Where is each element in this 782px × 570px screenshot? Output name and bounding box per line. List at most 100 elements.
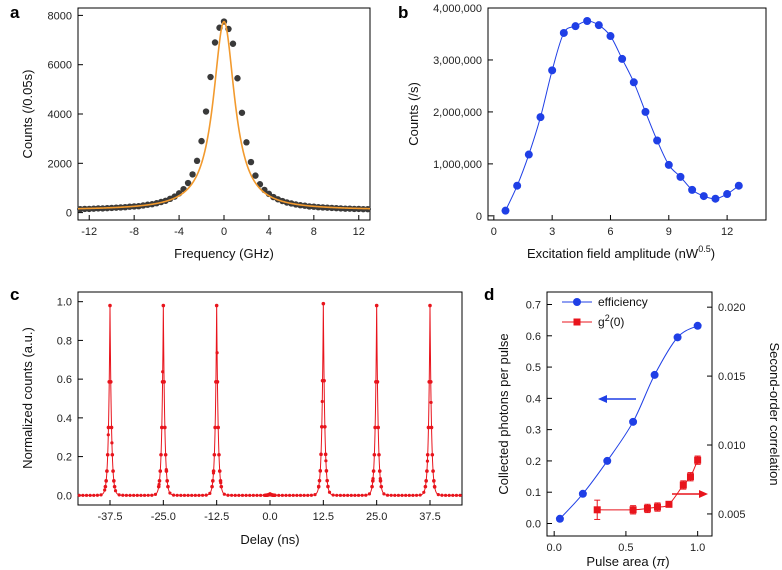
- panel-c-data-point: [364, 493, 368, 497]
- panel-b-xlabel: Excitation field amplitude (nW0.5): [527, 244, 715, 261]
- panel-d-xlabel-main: Pulse area (: [586, 554, 657, 569]
- panel-c-data-point: [139, 493, 143, 497]
- panel-c-peak-point: [211, 479, 215, 483]
- panel-a-data-point: [234, 75, 241, 82]
- panel-d-right-ytick-label: 0.020: [718, 302, 746, 314]
- panel-c-data-point: [135, 493, 139, 497]
- panel-c-peak-point: [319, 424, 324, 429]
- panel-a-ylabel: Counts (/0.05s): [20, 70, 35, 159]
- panel-b-data-point: [536, 113, 545, 122]
- panel-c-data-point: [146, 493, 150, 497]
- panel-c-data-point: [197, 493, 201, 497]
- panel-label-b: b: [398, 3, 408, 22]
- panel-c-data-point: [356, 493, 361, 497]
- panel-c-xtick-label: -12.5: [204, 511, 229, 523]
- panel-c-data-point: [150, 493, 154, 497]
- panel-c-peak-point: [166, 484, 170, 489]
- panel-c-data-point: [342, 493, 346, 497]
- panel-d-ytick-label: 0.0: [526, 518, 541, 530]
- panel-b-xtick-label: 12: [721, 226, 733, 238]
- panel-b-data-point: [524, 150, 533, 159]
- panel-label-a: a: [10, 3, 20, 22]
- panel-b-data-point: [618, 54, 627, 63]
- panel-c-data-point: [443, 493, 448, 497]
- panel-c-data-point: [190, 493, 194, 497]
- panel-d-legend: efficiency g2(0): [562, 295, 648, 329]
- panel-c-data-point: [295, 493, 299, 497]
- panel-c-data-point: [237, 493, 241, 497]
- panel-c-data-point: [367, 492, 372, 496]
- panel-a-ytick-label: 0: [66, 208, 72, 220]
- panel-d-ylabel-right: Second-order correlation: [767, 342, 782, 485]
- panel-c-peak-point: [216, 425, 221, 430]
- panel-c-data-point: [335, 493, 339, 497]
- panel-b-data-point: [641, 107, 650, 116]
- legend-g2-sup: 2: [605, 313, 610, 323]
- panel-c-data-point: [193, 493, 197, 497]
- panel-c-peak-point: [272, 493, 277, 498]
- panel-c-data-point: [436, 492, 440, 497]
- panel-c-data-point: [128, 493, 132, 497]
- panel-c-peak-point: [163, 425, 167, 430]
- panel-c-data-point: [418, 493, 422, 497]
- panel-d-frame: [546, 291, 713, 537]
- panel-a-chart: Frequency (GHz) Counts (/0.05s) -12 -8 -4 0…: [20, 7, 371, 261]
- panel-c-data-point: [385, 493, 390, 497]
- panel-c-data-point: [331, 493, 335, 497]
- panel-b-data-point: [734, 181, 743, 190]
- panel-c-data-point: [103, 488, 107, 492]
- panel-label-c: c: [10, 285, 19, 304]
- panel-d-ytick-label: 0.7: [526, 300, 541, 312]
- panel-c-data-point: [429, 400, 433, 405]
- panel-c-peak-point: [425, 452, 430, 457]
- panel-c-data-point: [175, 493, 179, 497]
- panel-c-ytick-label: 1.0: [57, 297, 72, 309]
- left-arrow-head: [598, 395, 607, 403]
- panel-c-data-point: [360, 493, 364, 497]
- panel-c-peak-point: [322, 378, 326, 383]
- panel-c-peak-point: [108, 380, 113, 384]
- panel-b-data-point: [571, 22, 580, 31]
- legend-g2-marker: [573, 318, 581, 326]
- panel-b-data-point: [688, 185, 697, 194]
- panel-b-data-point: [664, 160, 673, 169]
- panel-a-ytick-label: 6000: [48, 60, 72, 72]
- panel-c-peak-point: [110, 452, 115, 457]
- panel-c-ytick-label: 0.4: [57, 413, 72, 425]
- panel-b-data-point: [629, 78, 638, 87]
- panel-c-xtick-label: -37.5: [97, 511, 122, 523]
- panel-c-data-point: [171, 493, 176, 497]
- panel-c-xlabel: Delay (ns): [240, 532, 299, 547]
- panel-d-xlabel: Pulse area (π): [586, 554, 669, 569]
- legend-efficiency-label: efficiency: [598, 295, 648, 309]
- panel-c-peak-point: [316, 484, 321, 489]
- panel-c-xtick-label: 37.5: [419, 511, 440, 523]
- panel-label-d: d: [484, 285, 494, 304]
- panel-c-peak-point: [106, 425, 111, 430]
- panel-c-data-point: [153, 492, 158, 496]
- panel-c-data-point: [288, 493, 292, 497]
- efficiency-point: [673, 333, 682, 342]
- panel-c-peak-point: [112, 484, 117, 489]
- panel-a-data-point: [189, 171, 196, 178]
- panel-c-data-point: [382, 492, 386, 496]
- panel-c-data-point: [248, 493, 252, 497]
- panel-c-data-point: [327, 490, 332, 494]
- panel-c-peak-point: [324, 469, 329, 473]
- panel-c-peak-point: [159, 452, 163, 457]
- panel-c-data-point: [244, 493, 248, 497]
- panel-c-peak-point: [371, 479, 375, 483]
- panel-a-ytick-label: 2000: [48, 158, 72, 170]
- panel-c-data-point: [168, 491, 172, 495]
- panel-c-peak-point: [156, 484, 161, 489]
- panel-c-peak-point: [108, 303, 112, 308]
- panel-a-fit-curve: [77, 20, 371, 210]
- panel-c-data-point: [346, 493, 350, 497]
- panel-c-data-point: [291, 493, 295, 497]
- g2-point: [665, 500, 673, 508]
- panel-c-data-point: [251, 493, 255, 497]
- efficiency-point: [555, 514, 564, 523]
- panel-b-data-point: [594, 21, 603, 30]
- panel-c-data-point: [132, 493, 136, 497]
